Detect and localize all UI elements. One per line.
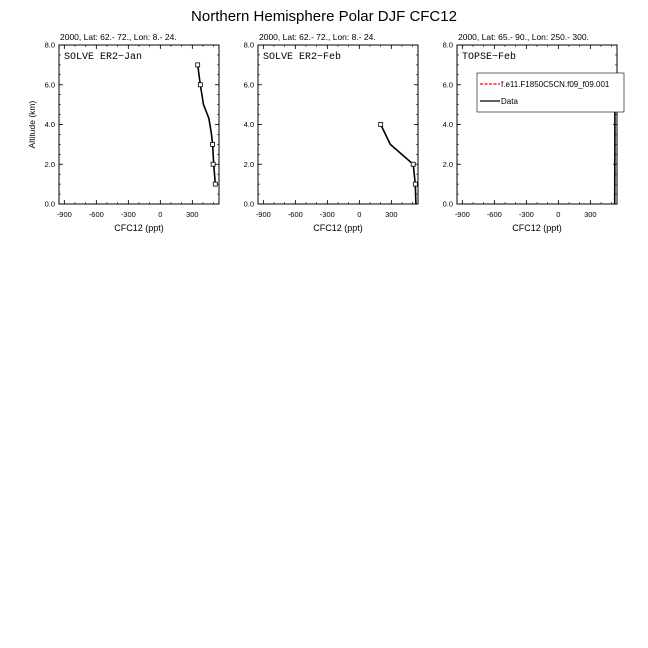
y-tick-label: 2.0 [244, 160, 254, 169]
x-tick-label: -900 [57, 210, 72, 219]
x-axis-label: CFC12 (ppt) [313, 223, 363, 233]
y-tick-label: 2.0 [443, 160, 453, 169]
y-tick-label: 0.0 [45, 200, 55, 209]
y-tick-label: 0.0 [443, 200, 453, 209]
x-axis-label: CFC12 (ppt) [114, 223, 164, 233]
x-axis-label: CFC12 (ppt) [512, 223, 562, 233]
x-tick-label: -900 [256, 210, 271, 219]
panel-label: TOPSE−Feb [462, 51, 516, 63]
plot-frame [58, 44, 220, 205]
y-tick-label: 4.0 [244, 120, 254, 129]
x-tick-label: -300 [519, 210, 534, 219]
x-tick-label: -600 [89, 210, 104, 219]
x-tick-label: 0 [556, 210, 560, 219]
x-tick-label: -300 [121, 210, 136, 219]
data-marker [212, 181, 218, 187]
data-marker [412, 181, 418, 187]
plot-frame [257, 44, 419, 205]
x-tick-label: -900 [455, 210, 470, 219]
chart-panel-2: 2000, Lat: 62.- 72., Lon: 8.- 24. -900 -60… [244, 32, 419, 233]
data-marker [210, 161, 216, 167]
x-tick-label: 300 [186, 210, 199, 219]
y-tick-label: 8.0 [45, 41, 55, 50]
x-tick-label: -600 [288, 210, 303, 219]
legend-entry: f.e11.F1850C5CN.f09_f09.001 [501, 80, 610, 89]
data-marker [410, 161, 416, 167]
panel-subtitle: 2000, Lat: 65.- 90., Lon: 250.- 300. [458, 32, 589, 42]
data-marker [197, 82, 203, 88]
panel-label: SOLVE ER2−Feb [263, 51, 341, 63]
data-marker [378, 122, 384, 127]
data-marker [210, 141, 216, 147]
y-tick-label: 4.0 [45, 120, 55, 129]
y-tick-label: 6.0 [443, 80, 453, 89]
chart-panel-3: 2000, Lat: 65.- 90., Lon: 250.- 300. -900… [443, 32, 625, 233]
panel-label: SOLVE ER2−Jan [64, 52, 142, 63]
x-tick-label: -600 [487, 210, 502, 219]
chart-panel-1: 2000, Lat: 62.- 72., Lon: 8.- 24. -900 -60… [27, 32, 220, 233]
x-tick-label: 0 [357, 210, 361, 219]
y-tick-label: 8.0 [443, 41, 453, 50]
data-line [196, 64, 217, 185]
y-tick-label: 0.0 [244, 200, 254, 209]
x-tick-label: 300 [385, 210, 398, 219]
y-tick-label: 8.0 [244, 41, 254, 50]
legend-box [476, 72, 625, 113]
y-tick-label: 4.0 [443, 120, 453, 129]
data-marker [195, 62, 201, 68]
x-tick-label: -300 [320, 210, 335, 219]
figure-title: Northern Hemisphere Polar DJF CFC12 [191, 8, 457, 25]
x-tick-label: 0 [158, 210, 162, 219]
legend-entry: Data [501, 97, 518, 106]
y-tick-label: 6.0 [244, 80, 254, 89]
data-line [379, 124, 417, 205]
plot-frame [456, 44, 618, 205]
y-tick-label: 6.0 [45, 80, 55, 89]
panel-subtitle: 2000, Lat: 62.- 72., Lon: 8.- 24. [259, 32, 376, 42]
panel-subtitle: 2000, Lat: 62.- 72., Lon: 8.- 24. [60, 32, 177, 42]
y-tick-label: 2.0 [45, 160, 55, 169]
y-axis-label: Altitude (km) [27, 100, 37, 148]
x-tick-label: 300 [584, 210, 597, 219]
